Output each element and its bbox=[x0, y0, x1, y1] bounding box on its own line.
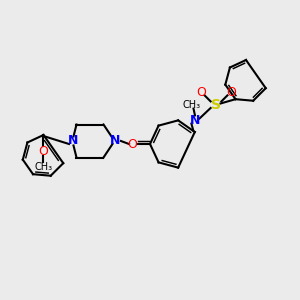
Text: O: O bbox=[226, 86, 236, 100]
Text: CH₃: CH₃ bbox=[34, 161, 52, 172]
Text: O: O bbox=[196, 86, 206, 100]
Text: O: O bbox=[39, 145, 48, 158]
Text: O: O bbox=[127, 137, 137, 151]
Text: N: N bbox=[68, 134, 79, 148]
Text: N: N bbox=[190, 113, 200, 127]
Text: S: S bbox=[211, 98, 221, 112]
Text: CH₃: CH₃ bbox=[183, 100, 201, 110]
Text: N: N bbox=[110, 134, 121, 148]
